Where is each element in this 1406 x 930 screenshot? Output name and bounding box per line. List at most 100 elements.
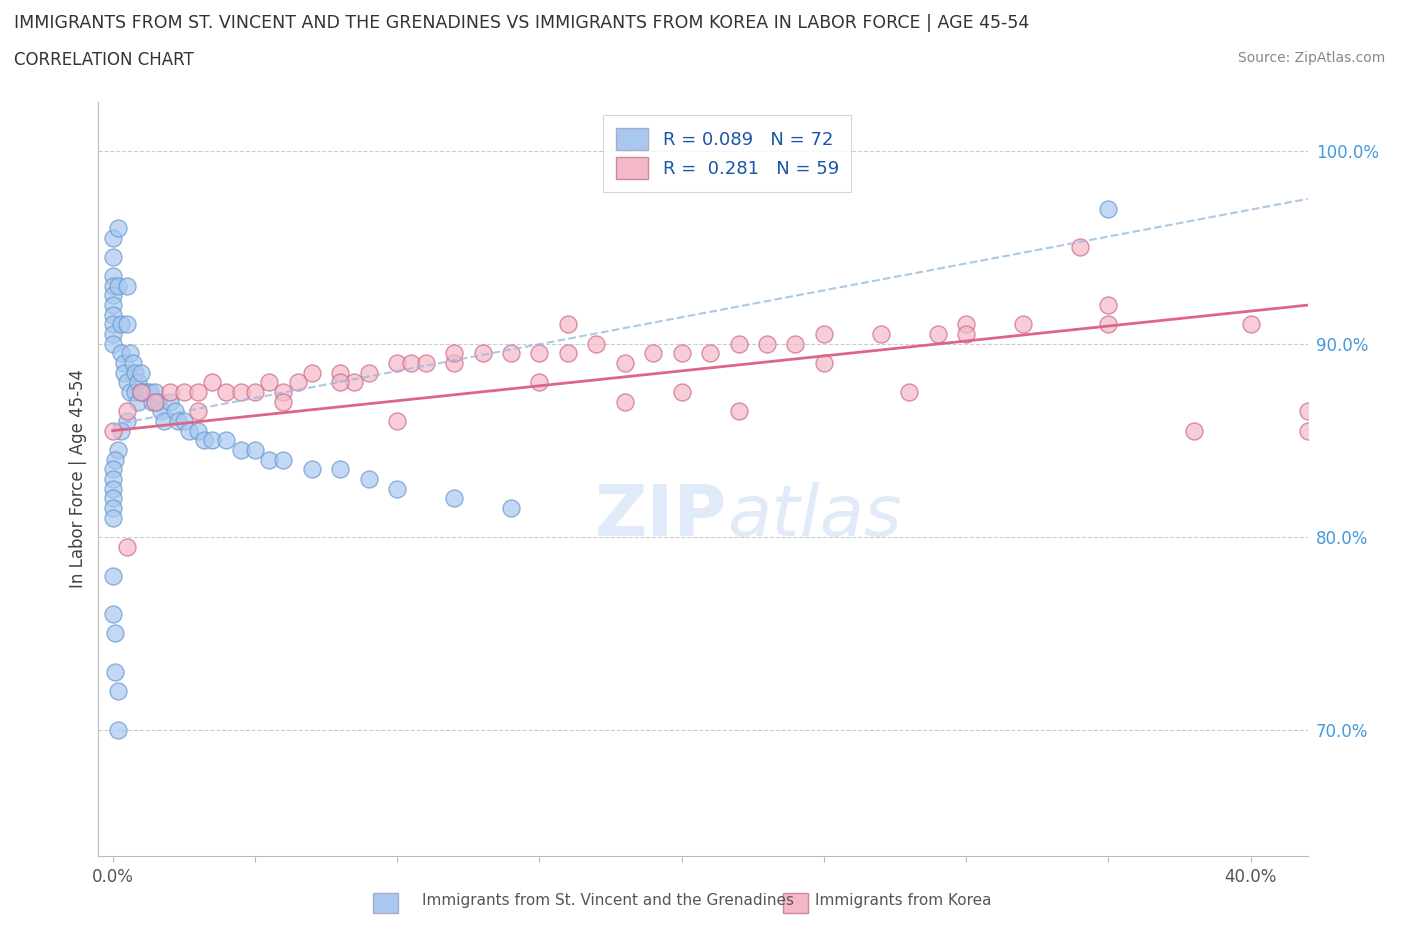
Point [159,385,181,400]
Point [101,288,124,303]
Point [115,414,138,429]
Point [141,394,163,409]
Point [107,684,129,698]
Point [187,423,209,438]
Point [273,385,295,400]
Point [135,385,157,400]
Point [115,278,138,293]
Point [1069,240,1091,255]
Point [112,355,135,370]
Text: atlas: atlas [727,482,901,551]
Point [179,423,201,438]
Point [443,491,465,506]
Point [557,317,579,332]
Point [756,337,779,352]
Point [727,404,749,418]
Point [127,394,149,409]
Point [243,443,266,458]
Point [101,606,124,621]
Point [385,481,408,496]
Text: IMMIGRANTS FROM ST. VINCENT AND THE GRENADINES VS IMMIGRANTS FROM KOREA IN LABOR: IMMIGRANTS FROM ST. VINCENT AND THE GREN… [14,14,1029,32]
Point [129,365,152,380]
Point [173,385,195,400]
Point [215,385,238,400]
Point [1296,404,1319,418]
Text: Source: ZipAtlas.com: Source: ZipAtlas.com [1237,51,1385,65]
Point [101,491,124,506]
Point [529,375,551,390]
Point [124,385,146,400]
Point [273,394,295,409]
Point [101,307,124,322]
Point [101,423,124,438]
Point [143,394,166,409]
Point [187,385,209,400]
Point [385,414,408,429]
Point [273,452,295,467]
Point [104,665,127,680]
Point [1182,423,1205,438]
Point [401,355,423,370]
Point [671,346,693,361]
Point [101,317,124,332]
Point [115,317,138,332]
Point [104,626,127,641]
Point [118,346,141,361]
Point [1097,201,1119,216]
Point [243,385,266,400]
Point [110,317,132,332]
Point [101,298,124,312]
Point [193,432,215,447]
Point [499,346,522,361]
Point [727,337,749,352]
Point [557,346,579,361]
Y-axis label: In Labor Force | Age 45-54: In Labor Force | Age 45-54 [69,369,87,589]
Point [215,432,238,447]
Point [101,511,124,525]
Point [153,414,176,429]
Point [955,326,977,341]
Point [127,375,149,390]
Point [150,404,173,418]
Point [898,385,921,400]
Point [159,394,181,409]
Point [443,355,465,370]
Point [229,385,252,400]
Point [101,278,124,293]
Point [132,385,155,400]
Point [107,278,129,293]
Point [229,443,252,458]
Point [115,404,138,418]
Point [112,365,135,380]
Point [343,375,366,390]
Point [785,337,807,352]
Point [143,385,166,400]
Point [443,346,465,361]
Point [1097,317,1119,332]
Point [110,346,132,361]
Point [699,346,721,361]
Point [357,365,380,380]
Point [101,472,124,486]
Point [385,355,408,370]
Point [529,346,551,361]
Point [869,326,891,341]
Point [585,337,607,352]
Point [101,568,124,583]
Point [643,346,665,361]
Point [173,414,195,429]
Point [101,269,124,284]
Point [257,452,280,467]
Point [1296,423,1319,438]
Text: ZIP: ZIP [595,482,727,551]
Point [329,462,352,477]
Point [955,317,977,332]
Point [146,394,169,409]
Point [813,355,835,370]
Point [115,539,138,554]
Point [1097,298,1119,312]
Point [357,472,380,486]
Point [165,404,187,418]
Point [1012,317,1035,332]
Legend: R = 0.089   N = 72, R =  0.281   N = 59: R = 0.089 N = 72, R = 0.281 N = 59 [603,115,852,192]
